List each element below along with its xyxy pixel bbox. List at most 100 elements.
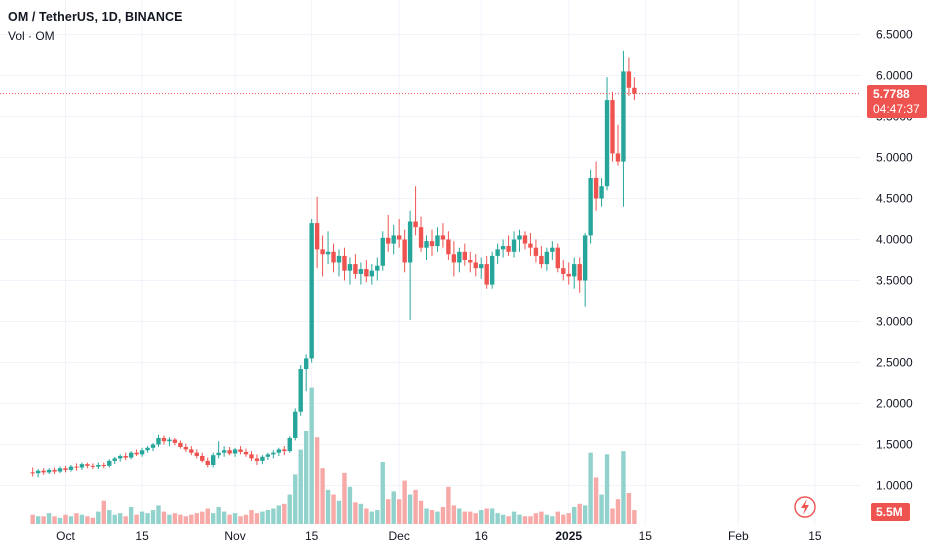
- volume-bar: [35, 516, 41, 524]
- volume-bar: [550, 516, 555, 524]
- candle-body: [145, 447, 150, 451]
- price-tick-label: 3.0000: [876, 315, 913, 329]
- time-axis[interactable]: Oct 15 Nov 15 Dec 16 2025 15 Feb 15: [56, 529, 822, 543]
- volume-bar: [309, 387, 314, 524]
- candle-body: [30, 472, 35, 474]
- candle: [528, 232, 533, 256]
- candle-body: [604, 100, 610, 187]
- volume-bar: [342, 472, 347, 524]
- candle-body: [479, 264, 484, 269]
- volume-bar: [96, 511, 101, 524]
- candle-body: [238, 449, 243, 452]
- volume-label: 5.5M: [871, 503, 910, 521]
- volume-bar: [183, 516, 189, 524]
- volume-bar: [396, 499, 402, 524]
- candle: [112, 456, 117, 465]
- volume-bar: [347, 486, 353, 524]
- candle-body: [336, 255, 342, 263]
- last-volume-value: 5.5M: [876, 505, 903, 519]
- candle: [194, 449, 199, 459]
- candle: [249, 451, 254, 461]
- candle: [314, 196, 320, 269]
- candle: [588, 169, 593, 244]
- candle-body: [484, 264, 489, 285]
- volume-bar: [331, 494, 336, 524]
- candle-body: [610, 100, 615, 154]
- candle: [205, 457, 210, 468]
- time-tick-label: 15: [639, 529, 653, 543]
- candle: [418, 216, 424, 252]
- candle: [183, 443, 189, 452]
- candle-body: [407, 221, 413, 263]
- price-tick-label: 6.0000: [876, 69, 913, 83]
- volume-bar: [178, 514, 183, 524]
- price-tick-label: 1.5000: [876, 438, 913, 452]
- volume-bar: [260, 511, 265, 524]
- symbol-title[interactable]: OM / TetherUS, 1D, BINANCE: [8, 10, 183, 24]
- price-tick-label: 4.0000: [876, 233, 913, 247]
- candle-body: [183, 446, 189, 450]
- candle-body: [139, 450, 145, 455]
- candle-body: [309, 223, 314, 359]
- candle-body: [210, 455, 216, 465]
- candle-body: [369, 270, 375, 277]
- candle-body: [320, 249, 325, 255]
- candle: [479, 257, 484, 279]
- price-tick-label: 5.0000: [876, 151, 913, 165]
- candle-body: [358, 269, 364, 274]
- volume-bar: [358, 503, 364, 524]
- candles: [30, 50, 637, 478]
- volume-bar: [495, 513, 500, 524]
- volume-bar: [107, 510, 112, 524]
- candle: [500, 239, 506, 258]
- candle: [74, 463, 79, 471]
- candle-body: [391, 235, 396, 244]
- candle: [610, 91, 615, 162]
- candle-body: [451, 254, 457, 263]
- volume-bar: [479, 510, 484, 524]
- candle-body: [402, 239, 407, 263]
- volume-bar: [369, 511, 375, 524]
- volume-bar: [79, 514, 85, 524]
- volume-bar: [572, 506, 577, 524]
- candle-body: [413, 221, 418, 228]
- candle-body: [254, 458, 260, 461]
- candle-body: [380, 237, 385, 266]
- candle-body: [178, 442, 183, 447]
- candle: [380, 231, 385, 271]
- candle: [391, 224, 396, 255]
- candle: [407, 210, 413, 320]
- candle-body: [101, 465, 106, 466]
- candle-body: [107, 460, 112, 466]
- candle: [200, 452, 205, 463]
- volume-indicator-label[interactable]: Vol · OM: [8, 29, 55, 43]
- volume-bar: [118, 513, 123, 524]
- volume-bar: [145, 513, 150, 524]
- candle: [615, 124, 621, 166]
- candle-body: [265, 454, 271, 457]
- candle-body: [440, 235, 446, 240]
- candle: [566, 262, 571, 285]
- candle-body: [375, 265, 380, 271]
- candle-body: [533, 247, 539, 256]
- volume-bar: [238, 516, 243, 524]
- candle-body: [347, 264, 353, 271]
- lightning-icon[interactable]: [794, 496, 816, 518]
- volume-bar: [451, 505, 457, 524]
- volume-bar: [566, 513, 571, 524]
- volume-bar: [375, 510, 380, 524]
- candle-body: [528, 243, 533, 248]
- volume-bar: [582, 505, 588, 524]
- volume-bars: [30, 387, 637, 524]
- candle-body: [473, 262, 478, 269]
- candle: [118, 454, 123, 462]
- candle: [282, 446, 287, 456]
- candle: [336, 249, 342, 277]
- candle: [462, 243, 468, 266]
- candle: [577, 257, 582, 293]
- price-axis[interactable]: 1.0000 1.5000 2.0000 2.5000 3.0000 3.5000 4.00…: [876, 28, 913, 493]
- volume-bar: [46, 513, 52, 524]
- candle: [626, 57, 632, 96]
- candle-body: [314, 223, 320, 250]
